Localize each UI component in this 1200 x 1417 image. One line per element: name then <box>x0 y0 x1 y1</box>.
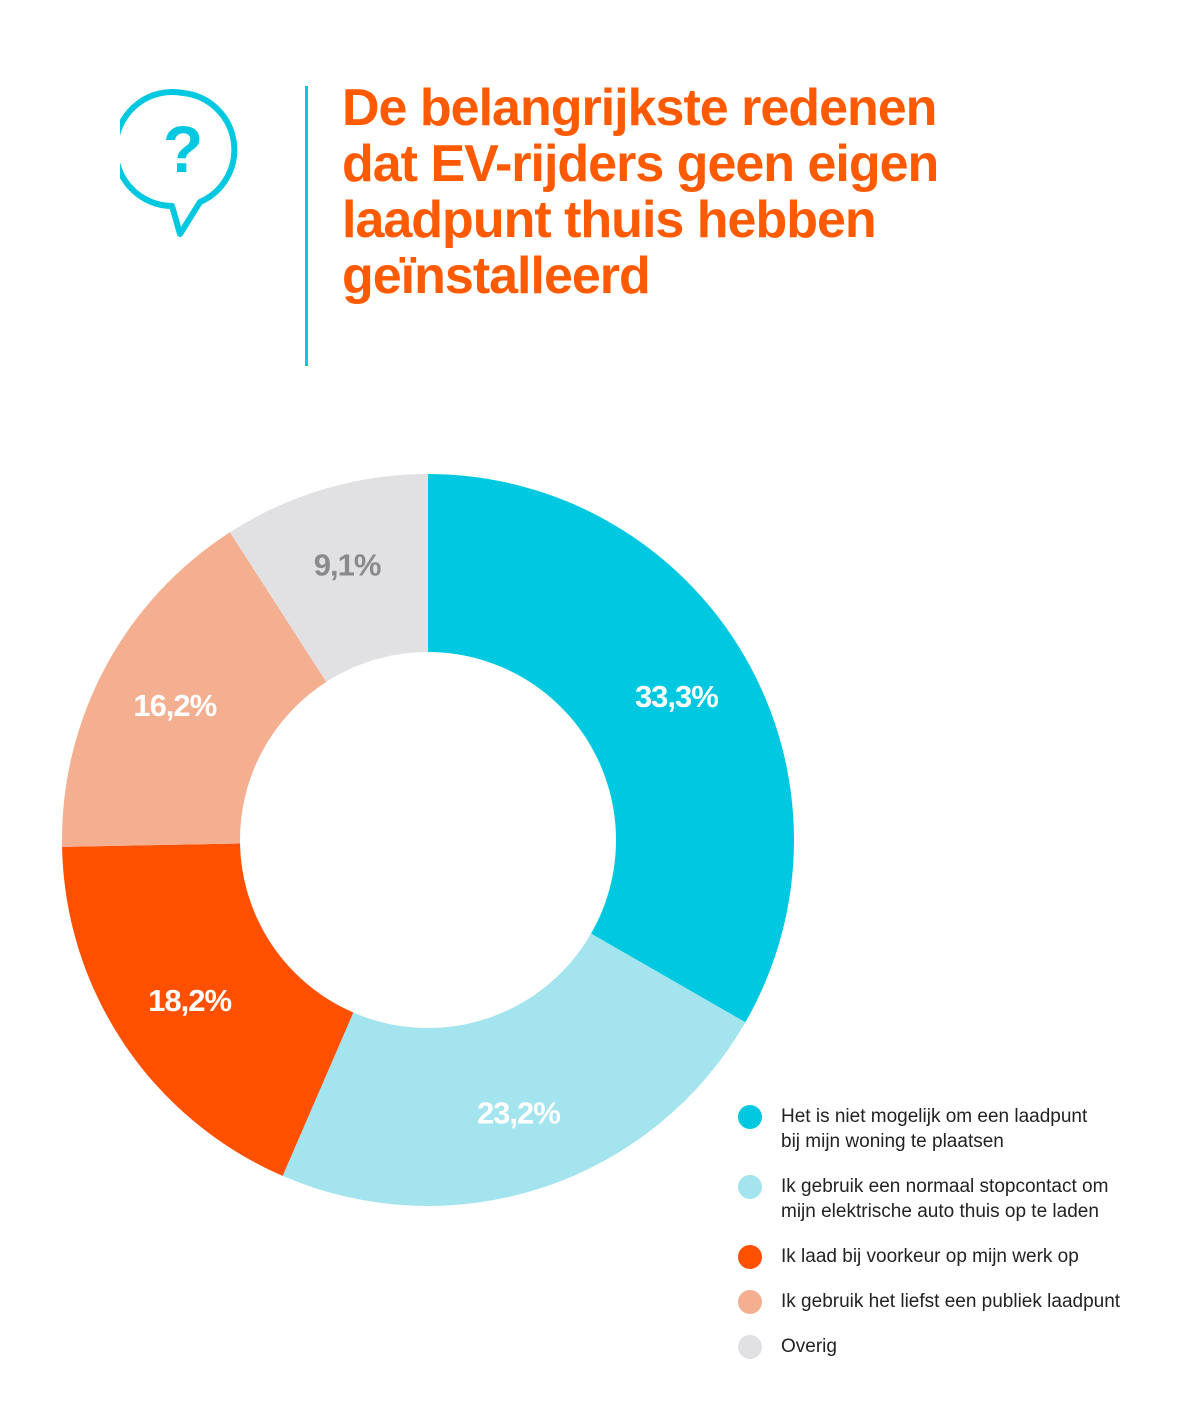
slice-value-label: 33,3% <box>635 679 718 714</box>
legend-label: Overig <box>781 1336 837 1357</box>
donut-slice-1 <box>428 474 794 1023</box>
speech-bubble-outline <box>120 89 238 237</box>
legend-swatch <box>738 1290 762 1314</box>
donut-chart: 33,3% 23,2% 18,2% 16,2% 9,1% <box>62 474 794 1206</box>
legend-swatch <box>738 1245 762 1269</box>
slice-value-label: 16,2% <box>133 688 216 723</box>
slice-value-label: 9,1% <box>314 548 381 583</box>
slice-value-label: 18,2% <box>148 983 231 1018</box>
chart-legend: Het is niet mogelijk om een laadpunt bij… <box>738 1104 1178 1379</box>
slice-value-label: 23,2% <box>477 1095 560 1130</box>
legend-label: Het is niet mogelijk om een laadpunt bij… <box>781 1106 1088 1152</box>
legend-label: Ik gebruik een normaal stopcontact om mi… <box>781 1176 1109 1222</box>
legend-item: Ik gebruik het liefst een publiek laadpu… <box>738 1289 1178 1314</box>
question-speech-bubble-icon: ? <box>120 89 238 237</box>
title-line: geïnstalleerd <box>342 247 651 305</box>
title-line: dat EV-rijders geen eigen <box>342 135 939 193</box>
legend-item: Ik gebruik een normaal stopcontact om mi… <box>738 1174 1178 1224</box>
legend-label: Ik laad bij voorkeur op mijn werk op <box>781 1246 1079 1267</box>
donut-labels: 33,3% 23,2% 18,2% 16,2% 9,1% <box>133 548 719 1131</box>
page-title: De belangrijkste redenen dat EV-rijders … <box>342 80 1102 304</box>
donut-slices <box>62 474 794 1206</box>
title-line: laadpunt thuis hebben <box>342 191 877 249</box>
donut-slice-5 <box>229 474 428 682</box>
donut-slice-2 <box>282 933 746 1206</box>
legend-swatch <box>738 1335 762 1359</box>
donut-slice-3 <box>62 843 354 1176</box>
legend-swatch <box>738 1105 762 1129</box>
header-divider <box>305 86 308 366</box>
question-mark: ? <box>163 112 203 186</box>
legend-item: Overig <box>738 1334 1178 1359</box>
legend-item: Het is niet mogelijk om een laadpunt bij… <box>738 1104 1178 1154</box>
legend-label: Ik gebruik het liefst een publiek laadpu… <box>781 1291 1121 1312</box>
donut-slice-4 <box>62 532 327 847</box>
legend-swatch <box>738 1175 762 1199</box>
title-line: De belangrijkste redenen <box>342 79 937 137</box>
legend-item: Ik laad bij voorkeur op mijn werk op <box>738 1244 1178 1269</box>
